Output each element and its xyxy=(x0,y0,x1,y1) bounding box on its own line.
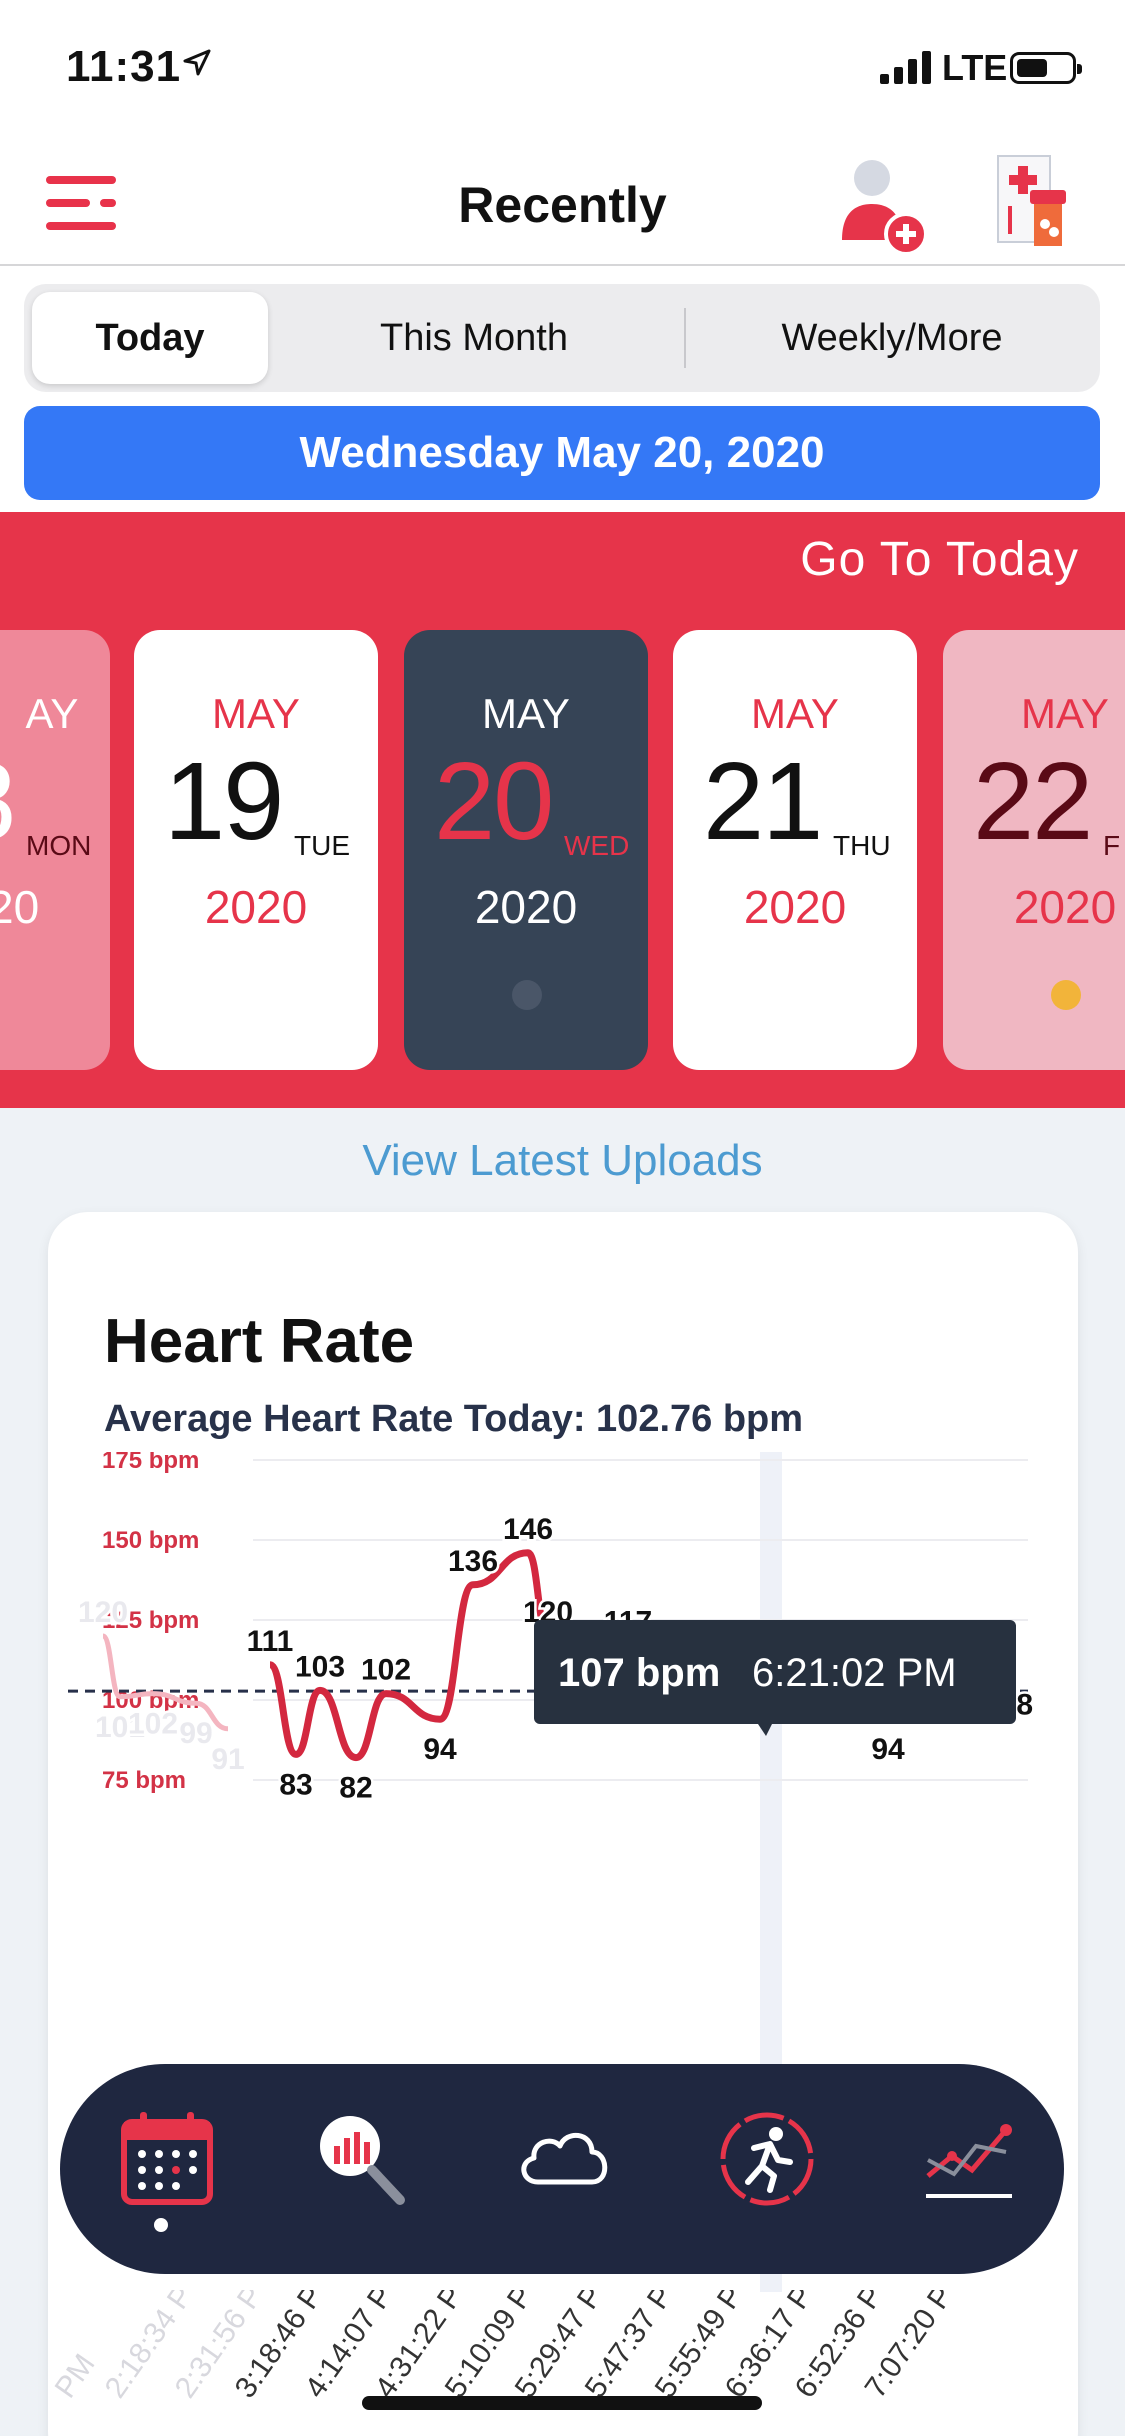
day-month: MAY xyxy=(1021,690,1109,737)
data-label: 102 xyxy=(128,1708,178,1741)
day-year: 2020 xyxy=(743,881,847,933)
day-card-20-selected[interactable]: MAY 20 WED 2020 xyxy=(404,630,648,1070)
tab-weekly-more[interactable]: Weekly/More xyxy=(781,317,1003,359)
day-card-19[interactable]: MAY 19 TUE 2020 xyxy=(134,630,378,1070)
card-title: Heart Rate xyxy=(104,1307,415,1376)
x-tick-label: PM xyxy=(49,2348,102,2404)
selected-date-bar[interactable]: Wednesday May 20, 2020 xyxy=(24,406,1100,500)
data-label: 91 xyxy=(211,1743,244,1776)
data-label: 146 xyxy=(503,1513,553,1546)
add-user-icon[interactable] xyxy=(836,154,932,254)
data-label: 83 xyxy=(279,1768,312,1801)
tooltip-box xyxy=(534,1620,1016,1724)
day-weekday: TUE xyxy=(294,830,350,861)
go-to-today-button[interactable]: Go To Today xyxy=(800,533,1079,586)
data-label: 82 xyxy=(339,1772,372,1805)
day-card-21[interactable]: MAY 21 THU 2020 xyxy=(673,630,917,1070)
day-event-dot xyxy=(1051,980,1081,1010)
data-label: 99 xyxy=(179,1717,212,1750)
day-number: 19 xyxy=(164,740,284,863)
day-card-18[interactable]: AY 18 MON 2020 xyxy=(0,630,110,1070)
day-number: 22 xyxy=(973,740,1093,863)
data-label: 136 xyxy=(448,1545,498,1578)
y-tick-label: 175 bpm xyxy=(102,1452,199,1474)
data-label: 111 xyxy=(247,1625,294,1658)
medical-kit-icon[interactable] xyxy=(994,150,1074,254)
analytics-search-icon[interactable] xyxy=(306,2104,416,2214)
calendar-strip: Go To Today AY 18 MON 2020 MAY 19 TUE 20… xyxy=(0,512,1125,1108)
tab-today[interactable]: Today xyxy=(32,292,268,384)
day-weekday: F xyxy=(1103,830,1121,861)
day-number: 20 xyxy=(434,740,554,863)
status-bar: 11:31 LTE xyxy=(0,0,1125,140)
location-arrow-icon xyxy=(183,49,211,76)
data-label: 120 xyxy=(78,1596,128,1629)
day-event-dot xyxy=(512,980,542,1010)
home-indicator xyxy=(362,2396,762,2410)
calendar-icon[interactable] xyxy=(112,2104,222,2214)
x-axis-labels: PM2:18:34 P2:31:56 P3:18:46 P4:14:07 P4:… xyxy=(49,2290,960,2404)
faded-series-line xyxy=(100,1633,229,1732)
trend-chart-icon[interactable] xyxy=(912,2104,1022,2214)
tab-this-month[interactable]: This Month xyxy=(380,317,568,359)
battery-icon xyxy=(1010,52,1082,84)
data-label: 103 xyxy=(295,1650,345,1683)
y-tick-label: 75 bpm xyxy=(102,1767,186,1794)
day-card-22[interactable]: MAY 22 F 2020 xyxy=(943,630,1125,1070)
network-label: LTE xyxy=(942,47,1008,88)
data-label: 102 xyxy=(361,1654,411,1687)
menu-button[interactable] xyxy=(46,168,116,238)
cloud-icon[interactable] xyxy=(508,2104,618,2214)
tooltip-pointer xyxy=(758,1724,772,1736)
day-number: 21 xyxy=(703,740,823,863)
data-label: 101 xyxy=(95,1711,145,1744)
day-number: 18 xyxy=(0,738,16,865)
segment-divider xyxy=(684,308,686,368)
signal-icon xyxy=(880,51,931,84)
active-tab-indicator xyxy=(154,2218,168,2232)
day-year: 2020 xyxy=(1013,881,1117,933)
activity-runner-icon[interactable] xyxy=(712,2104,822,2214)
data-label: 94 xyxy=(423,1733,457,1766)
tooltip-value: 107 bpm xyxy=(558,1651,720,1695)
day-month: MAY xyxy=(212,690,300,737)
data-label: 94 xyxy=(871,1733,905,1766)
day-year: 2020 xyxy=(0,881,40,933)
period-segmented-control: Today This Month Weekly/More xyxy=(24,284,1100,392)
page-title: Recently xyxy=(458,177,667,233)
day-weekday: THU xyxy=(833,830,891,861)
average-heart-rate: Average Heart Rate Today: 102.76 bpm xyxy=(104,1398,804,1440)
day-month: AY xyxy=(25,690,79,737)
day-weekday: MON xyxy=(26,830,92,861)
day-year: 2020 xyxy=(204,881,308,933)
y-tick-label: 150 bpm xyxy=(102,1527,199,1554)
day-weekday: WED xyxy=(564,830,630,861)
tooltip-time: 6:21:02 PM xyxy=(752,1651,957,1695)
view-latest-uploads-link[interactable]: View Latest Uploads xyxy=(362,1136,763,1185)
day-month: MAY xyxy=(751,690,839,737)
status-time: 11:31 xyxy=(66,42,182,91)
bottom-tab-bar xyxy=(60,2064,1064,2274)
y-tick-label: 125 bpm xyxy=(102,1607,199,1634)
day-year: 2020 xyxy=(474,881,578,933)
navigation-bar: Recently xyxy=(0,140,1125,266)
day-month: MAY xyxy=(482,690,570,737)
